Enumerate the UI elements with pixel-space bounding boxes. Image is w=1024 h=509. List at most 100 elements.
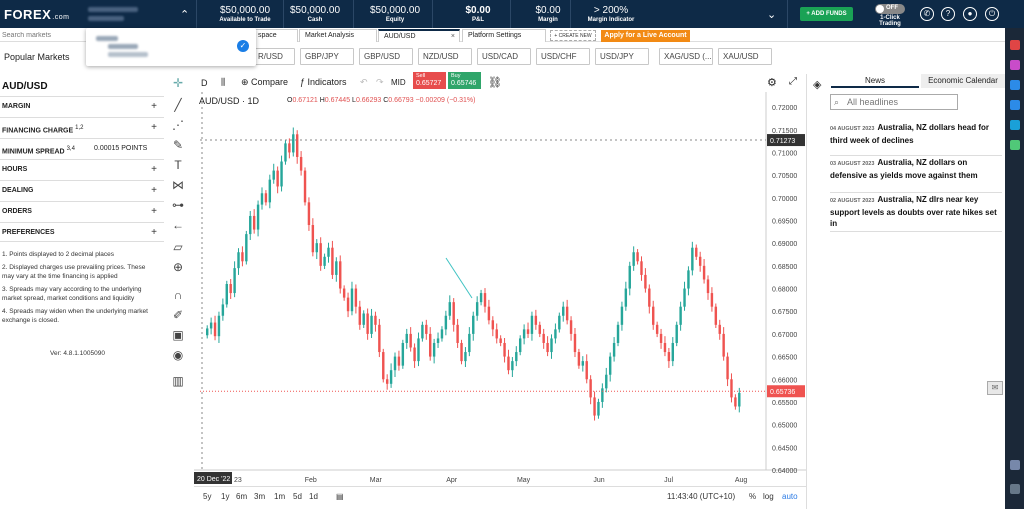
phone-icon[interactable]: ✆ bbox=[920, 7, 934, 21]
eye-icon[interactable]: ◉ bbox=[172, 348, 184, 362]
forecast-icon[interactable]: ⊶ bbox=[172, 198, 184, 212]
chevron-down-icon[interactable]: ⌃ bbox=[180, 9, 190, 21]
create-new-button[interactable]: + CREATE NEW bbox=[550, 30, 596, 41]
version-label: Ver: 4.8.1.1005090 bbox=[50, 350, 105, 357]
layers-icon[interactable]: ◈ bbox=[813, 79, 822, 91]
redo-icon[interactable]: ↷ bbox=[376, 77, 384, 87]
candle bbox=[659, 333, 663, 343]
section-dealing[interactable]: DEALING + bbox=[0, 180, 164, 200]
pair-button[interactable]: R/USD bbox=[253, 48, 295, 65]
chat-icon[interactable]: ✉ bbox=[987, 381, 1003, 395]
range-5y[interactable]: 5y bbox=[203, 492, 212, 501]
power-icon[interactable]: ⏻ bbox=[985, 7, 999, 21]
candle bbox=[632, 252, 635, 266]
range-5d[interactable]: 5d bbox=[293, 492, 302, 501]
interval-button[interactable]: D bbox=[201, 78, 208, 88]
range-1y[interactable]: 1y bbox=[221, 492, 230, 501]
one-click-trading-toggle[interactable]: OFF 1-Click Trading bbox=[870, 4, 910, 27]
search-markets-input[interactable] bbox=[2, 30, 82, 41]
section-hours[interactable]: HOURS + bbox=[0, 159, 164, 179]
user-icon[interactable]: ● bbox=[963, 7, 977, 21]
compare-button[interactable]: ⊕ Compare bbox=[241, 77, 289, 87]
trash-icon[interactable]: ▥ bbox=[172, 374, 184, 388]
price-tick-label: 0.68500 bbox=[772, 264, 797, 271]
brush-icon[interactable]: ✎ bbox=[172, 138, 184, 152]
pair-button[interactable]: GBP/USD bbox=[359, 48, 413, 65]
percent-toggle[interactable]: % bbox=[749, 492, 757, 501]
account-dropdown[interactable]: ✓ bbox=[86, 28, 256, 66]
undo-icon[interactable]: ↶ bbox=[360, 77, 368, 87]
app-icon[interactable] bbox=[1010, 100, 1020, 110]
app-icon[interactable] bbox=[1010, 80, 1020, 90]
settings-gear-icon[interactable]: ⚙ bbox=[767, 77, 777, 89]
range-1m[interactable]: 1m bbox=[274, 492, 286, 501]
trendline-icon[interactable]: ╱ bbox=[174, 98, 182, 112]
candle-type-icon[interactable]: ⫼ bbox=[221, 77, 226, 87]
indicators-button[interactable]: ƒ Indicators bbox=[300, 77, 347, 87]
pair-button[interactable]: USD/CHF bbox=[536, 48, 590, 65]
tab-market-analysis[interactable]: Market Analysis bbox=[299, 29, 377, 42]
zoom-in-icon[interactable]: ⊕ bbox=[172, 260, 184, 274]
range-1d[interactable]: 1d bbox=[309, 492, 318, 501]
fullscreen-icon[interactable]: ⤢ bbox=[789, 76, 797, 87]
pattern-icon[interactable]: ⋈ bbox=[172, 178, 184, 192]
forex-logo[interactable]: FOREX.com bbox=[4, 7, 70, 22]
buy-button[interactable]: Buy 0.65746 bbox=[448, 72, 481, 89]
fib-icon[interactable]: ⋰ bbox=[172, 118, 184, 132]
account-selector[interactable] bbox=[86, 4, 176, 24]
add-icon[interactable] bbox=[1010, 460, 1020, 470]
chevron-down-icon[interactable]: ⌄ bbox=[767, 9, 777, 21]
section-margin[interactable]: MARGIN + bbox=[0, 96, 164, 116]
link-icon[interactable]: ⛓ bbox=[488, 77, 502, 89]
magnet-icon[interactable]: ∩ bbox=[173, 288, 183, 302]
plus-icon: + bbox=[151, 101, 157, 112]
add-funds-button[interactable]: + ADD FUNDS bbox=[800, 7, 853, 21]
tab-economic-calendar[interactable]: Economic Calendar bbox=[921, 74, 1005, 88]
log-toggle[interactable]: log bbox=[763, 492, 774, 501]
time-tick-label: 23 bbox=[234, 477, 242, 484]
candle bbox=[652, 306, 655, 325]
auto-toggle[interactable]: auto bbox=[782, 492, 798, 501]
section-preferences[interactable]: PREFERENCES + bbox=[0, 222, 164, 242]
apply-live-account-button[interactable]: Apply for a Live Account bbox=[601, 30, 690, 42]
top-bar: FOREX.com ⌃ $50,000.00 Available to Trade… bbox=[0, 0, 1024, 28]
tab-workspace[interactable]: space bbox=[252, 29, 298, 42]
help-icon[interactable]: ? bbox=[941, 7, 955, 21]
text-icon[interactable]: T bbox=[174, 158, 182, 172]
headlines-search[interactable]: ⌕ All headlines bbox=[830, 94, 958, 110]
lock-icon[interactable]: ▣ bbox=[172, 328, 184, 342]
app-icon[interactable] bbox=[1010, 120, 1020, 130]
pair-button[interactable]: XAG/USD (... bbox=[659, 48, 713, 65]
calendar-icon[interactable]: ▤ bbox=[336, 492, 344, 501]
app-icon[interactable] bbox=[1010, 60, 1020, 70]
drawn-trendline[interactable] bbox=[445, 257, 473, 299]
tab-platform-settings[interactable]: Platform Settings bbox=[462, 29, 546, 42]
range-3m[interactable]: 3m bbox=[254, 492, 266, 501]
pair-button[interactable]: XAU/USD bbox=[718, 48, 772, 65]
sell-button[interactable]: Sell 0.65727 bbox=[413, 72, 446, 89]
tab-aud-usd[interactable]: AUD/USD × bbox=[378, 29, 460, 42]
candle bbox=[526, 329, 530, 334]
pair-button[interactable]: NZD/USD bbox=[418, 48, 472, 65]
news-item[interactable]: 03 AUGUST 2023 Australia, NZ dollars on d… bbox=[830, 157, 1002, 193]
app-icon[interactable] bbox=[1010, 140, 1020, 150]
app-icon[interactable] bbox=[1010, 40, 1020, 50]
pair-button[interactable]: USD/JPY bbox=[595, 48, 649, 65]
crosshair-icon[interactable]: ✛ bbox=[172, 76, 184, 90]
section-orders[interactable]: ORDERS + bbox=[0, 201, 164, 221]
price-chart[interactable]: 0.72000 0.71500 0.71000 0.70500 0.70000 0.695… bbox=[194, 92, 806, 490]
lock-drawing-icon[interactable]: ✐ bbox=[172, 308, 184, 322]
news-item[interactable]: 04 AUGUST 2023 Australia, NZ dollars head… bbox=[830, 122, 1002, 156]
range-6m[interactable]: 6m bbox=[236, 492, 248, 501]
candle bbox=[565, 306, 569, 321]
candle bbox=[507, 356, 510, 371]
pair-button[interactable]: USD/CAD bbox=[477, 48, 531, 65]
back-arrow-icon[interactable]: ← bbox=[172, 218, 184, 232]
settings-gear-icon[interactable] bbox=[1010, 484, 1020, 494]
tab-news[interactable]: News bbox=[831, 74, 919, 88]
close-icon[interactable]: × bbox=[450, 33, 455, 40]
section-financing[interactable]: FINANCING CHARGE 1,2 + bbox=[0, 117, 164, 137]
pair-button[interactable]: GBP/JPY bbox=[300, 48, 354, 65]
ruler-icon[interactable]: ▱ bbox=[173, 240, 183, 254]
news-item[interactable]: 02 AUGUST 2023 Australia, NZ dlrs near ke… bbox=[830, 194, 1002, 232]
